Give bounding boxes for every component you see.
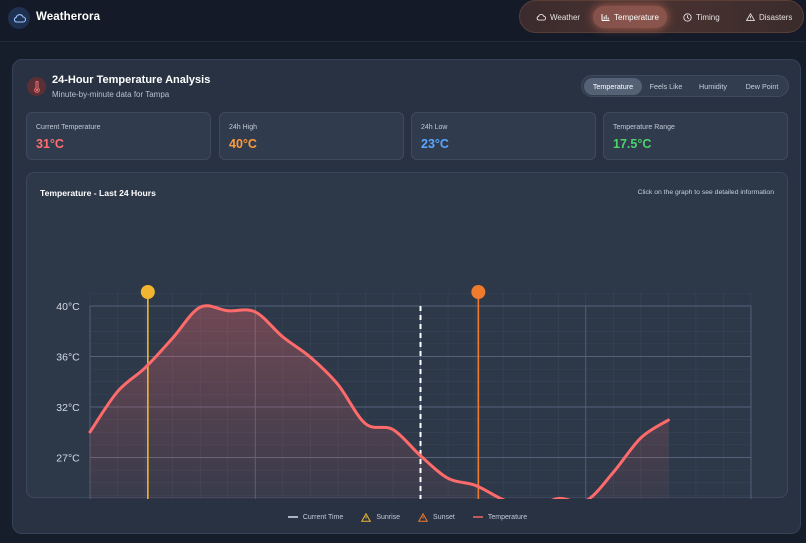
tab-humidity[interactable]: Humidity [699, 82, 727, 91]
stat-value: 23°C [421, 137, 449, 151]
temperature-chart[interactable]: 23°C27°C32°C36°C40°C04:22 AM10:22 AM04:2… [27, 173, 789, 499]
stat-value: 31°C [36, 137, 64, 151]
stat-card-high: 24h High 40°C [219, 112, 404, 160]
nav-weather[interactable]: Weather [528, 6, 588, 28]
nav-timing-label: Timing [696, 12, 720, 22]
nav-temperature[interactable]: Temperature [593, 6, 667, 28]
tab-temperature[interactable]: Temperature [584, 78, 642, 95]
nav-temperature-label: Temperature [614, 12, 659, 22]
cloud-logo-icon [8, 7, 30, 29]
stat-label: Temperature Range [613, 124, 675, 131]
y-tick-label: 32°C [56, 402, 80, 414]
clock-icon [683, 12, 692, 22]
stat-label: Current Temperature [36, 124, 101, 131]
legend-temperature: Temperature [472, 513, 528, 521]
stat-card-low: 24h Low 23°C [411, 112, 596, 160]
y-tick-label: 40°C [56, 301, 80, 313]
stat-label: 24h Low [421, 124, 448, 131]
legend-current-time: Current Time [287, 513, 344, 521]
sunset-icon [418, 512, 429, 522]
tab-feels-like[interactable]: Feels Like [649, 82, 683, 91]
temperature-chart-card: 23°C27°C32°C36°C40°C04:22 AM10:22 AM04:2… [26, 172, 789, 499]
bar-chart-icon [601, 14, 610, 21]
tab-dew-point[interactable]: Dew Point [745, 82, 779, 91]
panel-title: 24-Hour Temperature Analysis [52, 74, 211, 86]
temperature-line [88, 304, 670, 499]
y-tick-label: 36°C [56, 352, 80, 364]
line-icon [472, 516, 483, 518]
legend-label: Current Time [302, 513, 344, 521]
nav-disasters-label: Disasters [759, 12, 793, 22]
nav-weather-label: Weather [550, 12, 581, 22]
thermometer-icon [27, 77, 46, 96]
main-nav: Weather Temperature Timing Disasters [519, 0, 804, 33]
stat-value: 40°C [229, 137, 257, 151]
metric-tabs: Temperature Feels Like Humidity Dew Poin… [581, 75, 789, 97]
nav-timing[interactable]: Timing [675, 6, 728, 28]
app-header: Weatherora Weather Temperature Timing Di… [0, 0, 806, 42]
sunset-marker-dot [471, 285, 486, 299]
y-tick-label: 27°C [56, 453, 80, 465]
stat-value: 17.5°C [613, 137, 652, 151]
nav-disasters[interactable]: Disasters [738, 6, 800, 28]
panel-subtitle: Minute-by-minute data for Tampa [52, 90, 170, 99]
chart-hint: Click on the graph to see detailed infor… [637, 189, 774, 196]
stat-label: 24h High [229, 124, 258, 131]
legend-sunset: Sunset [418, 512, 455, 522]
legend-label: Temperature [487, 513, 528, 521]
legend-label: Sunrise [376, 513, 401, 521]
sunrise-marker-dot [140, 285, 155, 299]
temperature-area [90, 305, 669, 499]
cloud-icon [536, 13, 546, 21]
legend-label: Sunset [433, 513, 455, 521]
app-brand: Weatherora [36, 11, 101, 23]
warning-icon [746, 13, 755, 21]
temperature-analysis-panel: 24-Hour Temperature Analysis Minute-by-m… [12, 59, 801, 534]
line-icon [287, 516, 298, 518]
stat-card-range: Temperature Range 17.5°C [603, 112, 788, 160]
stat-card-current: Current Temperature 31°C [26, 112, 211, 160]
legend-sunrise: Sunrise [361, 512, 401, 522]
sunrise-icon [361, 512, 372, 522]
chart-legend: Current Time Sunrise Sunset Temperature [13, 510, 802, 524]
chart-title: Temperature - Last 24 Hours [40, 188, 156, 198]
